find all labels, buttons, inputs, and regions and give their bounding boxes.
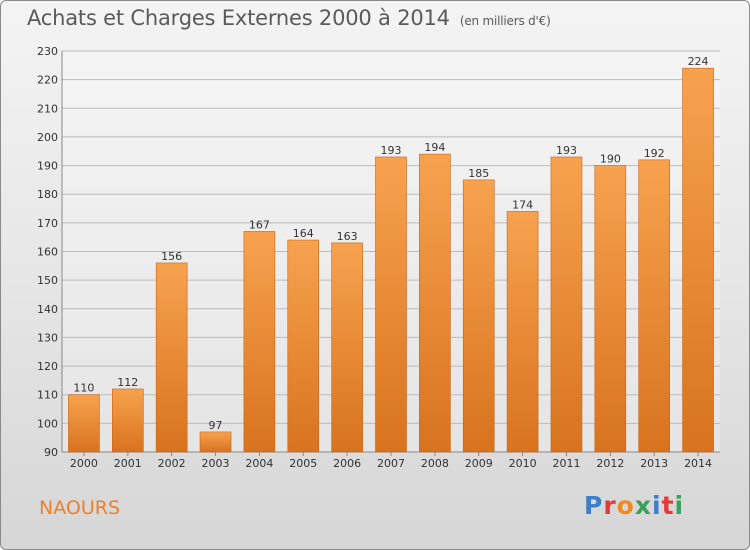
y-tick-label: 140 bbox=[37, 303, 58, 316]
value-label-2011: 193 bbox=[556, 144, 577, 157]
bar-2004 bbox=[243, 231, 276, 453]
commune-name: NAOURS bbox=[39, 497, 121, 519]
logo-letter: o bbox=[616, 491, 635, 520]
x-tick-label-2010: 2010 bbox=[509, 457, 537, 470]
x-tick-label-2013: 2013 bbox=[640, 457, 668, 470]
y-tick-label: 180 bbox=[37, 188, 58, 201]
x-tick-label-2011: 2011 bbox=[552, 457, 580, 470]
y-tick-label: 170 bbox=[37, 217, 58, 230]
proxiti-logo: Proxiti bbox=[584, 491, 684, 520]
logo-letter: P bbox=[584, 491, 604, 520]
bar-2010 bbox=[506, 211, 539, 453]
x-tick-label-2004: 2004 bbox=[245, 457, 273, 470]
x-tick-label-2007: 2007 bbox=[377, 457, 405, 470]
y-tick-label: 150 bbox=[37, 274, 58, 287]
bar-2014 bbox=[682, 67, 714, 453]
bar-2005 bbox=[287, 239, 320, 453]
value-label-2002: 156 bbox=[161, 250, 182, 263]
value-label-2014: 224 bbox=[688, 55, 709, 68]
y-tick-label: 210 bbox=[37, 102, 58, 115]
chart-unit-note: (en milliers d'€) bbox=[459, 14, 551, 28]
x-tick-label-2000: 2000 bbox=[70, 457, 98, 470]
y-tick-label: 220 bbox=[37, 74, 58, 87]
bar-2008 bbox=[419, 153, 451, 453]
x-tick-label-2005: 2005 bbox=[289, 457, 317, 470]
bar-2013 bbox=[638, 159, 671, 453]
value-label-2000: 110 bbox=[73, 382, 94, 395]
x-tick-label-2002: 2002 bbox=[158, 457, 186, 470]
logo-letter: r bbox=[603, 491, 617, 520]
y-tick-label: 90 bbox=[44, 446, 58, 459]
value-label-2007: 193 bbox=[381, 144, 402, 157]
y-tick-label: 120 bbox=[37, 360, 58, 373]
chart-title-text: Achats et Charges Externes 2000 à 2014 bbox=[27, 6, 450, 30]
bar-2009 bbox=[462, 179, 495, 453]
logo-letter: i bbox=[674, 491, 685, 520]
data-labels: 110 112 156 97 167 164 163 193 194 185 174 193 190 19… bbox=[73, 55, 708, 432]
x-axis-ticks: 2000 2001 2002 2003 2004 2005 2006 2007 2008 2009… bbox=[70, 452, 712, 470]
bar-2001 bbox=[112, 388, 144, 453]
x-tick-label-2008: 2008 bbox=[421, 457, 449, 470]
bar-2006 bbox=[331, 242, 363, 453]
x-tick-label-2006: 2006 bbox=[333, 457, 361, 470]
chart-title: Achats et Charges Externes 2000 à 2014 (e… bbox=[27, 6, 551, 30]
logo-letter: i bbox=[652, 491, 662, 520]
x-tick-label-2001: 2001 bbox=[114, 457, 142, 470]
y-tick-label: 200 bbox=[37, 131, 58, 144]
y-tick-label: 100 bbox=[37, 417, 58, 430]
logo-letter: x bbox=[634, 491, 652, 520]
value-label-2006: 163 bbox=[337, 230, 358, 243]
y-axis-ticks: 90 100 110 120 130 140 150 160 170 180 190 200 210 22… bbox=[37, 45, 58, 459]
logo-letter: t bbox=[661, 491, 675, 520]
value-label-2003: 97 bbox=[209, 419, 223, 432]
value-label-2009: 185 bbox=[468, 167, 489, 180]
value-label-2004: 167 bbox=[249, 218, 270, 231]
x-tick-label-2009: 2009 bbox=[465, 457, 493, 470]
bar-2002 bbox=[155, 262, 188, 453]
y-tick-label: 160 bbox=[37, 246, 58, 259]
bar-2000 bbox=[68, 394, 100, 453]
value-label-2005: 164 bbox=[293, 227, 314, 240]
value-label-2008: 194 bbox=[424, 141, 445, 154]
bar-2007 bbox=[375, 156, 407, 453]
bars-group bbox=[68, 67, 714, 453]
value-label-2010: 174 bbox=[512, 198, 533, 211]
y-tick-label: 190 bbox=[37, 160, 58, 173]
value-label-2001: 112 bbox=[117, 376, 138, 389]
value-label-2012: 190 bbox=[600, 153, 621, 166]
x-tick-label-2003: 2003 bbox=[202, 457, 230, 470]
value-label-2013: 192 bbox=[644, 147, 665, 160]
x-tick-label-2012: 2012 bbox=[596, 457, 624, 470]
x-tick-label-2014: 2014 bbox=[684, 457, 712, 470]
bar-2012 bbox=[594, 165, 627, 453]
bar-2011 bbox=[550, 156, 583, 453]
bar-2003 bbox=[199, 431, 232, 453]
y-tick-label: 110 bbox=[37, 389, 58, 402]
y-tick-label: 230 bbox=[37, 45, 58, 58]
y-tick-label: 130 bbox=[37, 331, 58, 344]
